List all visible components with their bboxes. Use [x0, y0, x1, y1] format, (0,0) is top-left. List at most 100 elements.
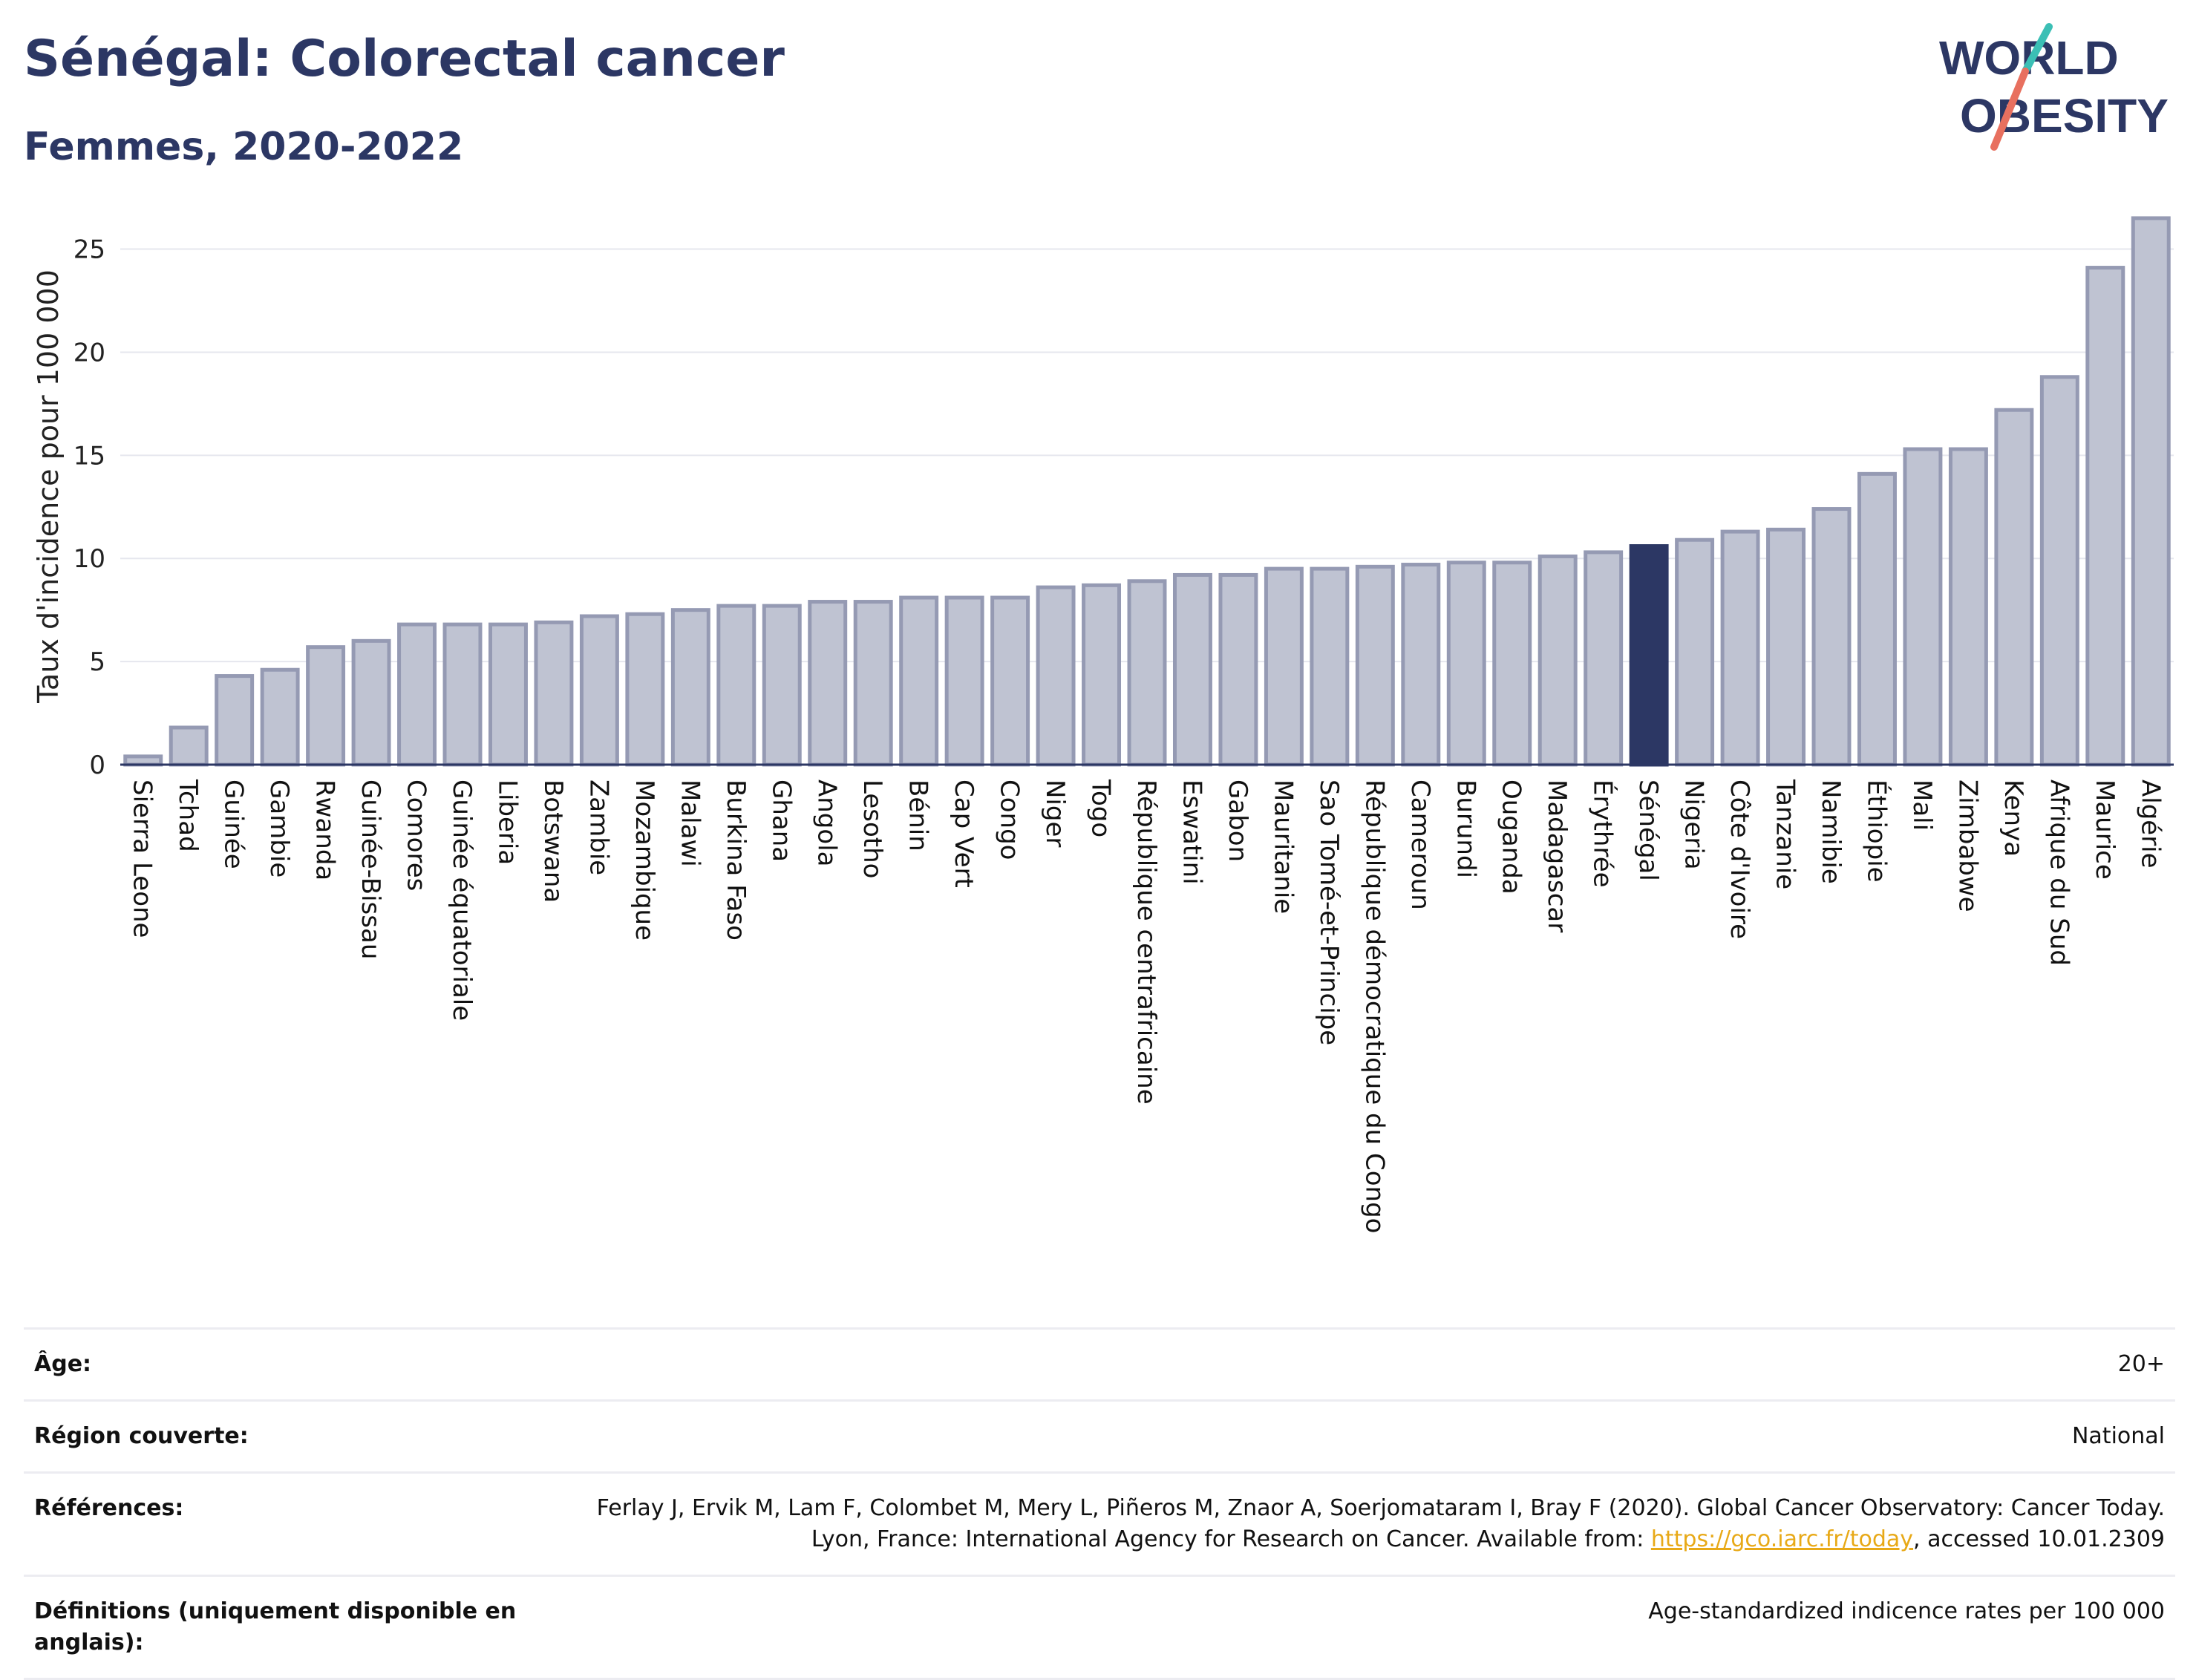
bar	[1218, 572, 1258, 767]
x-tick-label: Maurice	[2090, 779, 2120, 880]
bar	[899, 595, 939, 767]
bar	[1994, 408, 2034, 767]
info-row-references: Références: Ferlay J, Ervik M, Lam F, Co…	[24, 1471, 2175, 1575]
bar	[716, 604, 756, 767]
x-tick-label: Cap Vert	[949, 779, 978, 888]
world-obesity-logo: WORLD OBESITY	[1939, 23, 2169, 151]
bar	[1537, 554, 1578, 767]
x-tick-label: Burkina Faso	[721, 779, 751, 941]
y-tick-label: 10	[73, 544, 105, 574]
bar	[1082, 583, 1122, 767]
bar	[1857, 471, 1897, 767]
bar	[123, 754, 163, 767]
x-tick-label: Mozambique	[630, 779, 659, 941]
y-tick-label: 5	[89, 647, 105, 677]
y-axis-label: Taux d'incidence pour 100 000	[32, 269, 65, 704]
x-tick-label: Namibie	[1816, 779, 1846, 884]
x-tick-label: Sénégal	[1633, 779, 1663, 881]
bar	[1127, 579, 1167, 767]
bar	[944, 595, 984, 767]
bar	[306, 645, 346, 767]
x-tick-label: Botswana	[538, 779, 568, 903]
bar	[1675, 537, 1715, 767]
x-tick-label: Sierra Leone	[128, 779, 157, 938]
x-tick-label: République démocratique du Congo	[1359, 779, 1389, 1233]
age-value: 20+	[2117, 1351, 2165, 1377]
x-tick-label: Guinée-Bissau	[356, 779, 385, 959]
bar	[351, 638, 391, 767]
x-tick-label: Malawi	[675, 779, 705, 867]
x-tick-label: Burundi	[1451, 779, 1480, 878]
chart-title: Sénégal: Colorectal cancer	[24, 30, 785, 88]
bar	[1720, 529, 1760, 767]
x-tick-label: Érythrée	[1588, 779, 1618, 888]
bar	[215, 674, 255, 767]
info-row-age: Âge: 20+	[24, 1327, 2175, 1399]
y-tick-label: 15	[73, 441, 105, 471]
bar	[1446, 560, 1486, 767]
x-tick-label: République centrafricaine	[1131, 779, 1161, 1105]
x-tick-label: Ouganda	[1497, 779, 1526, 895]
x-tick-label: Comores	[402, 779, 431, 891]
bar	[1629, 544, 1669, 767]
bar	[534, 620, 574, 767]
definitions-value: Age-standardized indicence rates per 100…	[1648, 1598, 2165, 1624]
x-tick-label: Gabon	[1223, 779, 1252, 862]
x-tick-label: Kenya	[1999, 779, 2028, 857]
bar	[762, 604, 802, 767]
bar	[442, 622, 483, 767]
chart-subtitle: Femmes, 2020-2022	[24, 125, 464, 169]
x-tick-label: Angola	[812, 779, 842, 866]
bar	[625, 612, 665, 767]
x-tick-label: Zambie	[584, 779, 613, 875]
region-label: Région couverte:	[34, 1423, 249, 1449]
bar	[260, 667, 300, 767]
x-tick-label: Niger	[1040, 779, 1070, 847]
bar	[1948, 447, 1988, 767]
bar	[1310, 566, 1350, 767]
x-tick-label: Sao Tomé-et-Principe	[1314, 779, 1344, 1045]
x-tick-label: Liberia	[492, 779, 522, 865]
x-tick-label: Mauritanie	[1268, 779, 1298, 914]
x-tick-label: Lesotho	[857, 779, 887, 878]
bar	[2085, 266, 2125, 767]
y-tick-label: 0	[89, 751, 105, 780]
x-tick-label: Nigeria	[1679, 779, 1709, 870]
bar	[1492, 560, 1532, 767]
x-tick-label: Gambie	[264, 779, 294, 877]
references-suffix: , accessed 10.01.2309	[1913, 1526, 2165, 1552]
x-tick-label: Guinée équatoriale	[447, 779, 477, 1021]
region-value: National	[2071, 1423, 2165, 1449]
bar	[1584, 550, 1624, 767]
bar	[990, 595, 1030, 767]
definitions-label: Définitions (uniquement disponible en an…	[34, 1598, 517, 1656]
x-tick-label: Eswatini	[1177, 779, 1206, 885]
logo-line2: OBESITY	[1960, 89, 2169, 143]
bar	[853, 600, 893, 767]
x-tick-label: Ghana	[766, 779, 796, 862]
x-tick-label: Éthiopie	[1861, 779, 1892, 883]
bar	[2039, 375, 2079, 767]
bar	[1355, 564, 1395, 767]
x-tick-label: Congo	[995, 779, 1025, 860]
references-text: Ferlay J, Ervik M, Lam F, Colombet M, Me…	[596, 1495, 2165, 1552]
references-link[interactable]: https://gco.iarc.fr/today	[1650, 1526, 1914, 1552]
y-tick-label: 20	[73, 338, 105, 367]
x-tick-label: Côte d'Ivoire	[1725, 779, 1754, 939]
bar	[1811, 507, 1852, 767]
info-table: Âge: 20+ Région couverte: National Référ…	[24, 1327, 2175, 1680]
age-label: Âge:	[34, 1351, 92, 1377]
bar	[670, 608, 710, 767]
bar	[1401, 563, 1441, 767]
bar	[169, 725, 209, 767]
bar	[1903, 447, 1943, 767]
x-tick-label: Madagascar	[1542, 779, 1572, 932]
info-row-region: Région couverte: National	[24, 1399, 2175, 1471]
bar-chart: 0 5 10 15 20 25 Taux d'incidence pour 100 000 S…	[32, 216, 2174, 1233]
x-tick-label: Tanzanie	[1771, 779, 1800, 889]
bar	[808, 600, 848, 767]
x-tick-label: Mali	[1907, 779, 1937, 831]
bar	[2131, 216, 2171, 767]
x-tick-label: Zimbabwe	[1952, 779, 1982, 912]
x-tick-label: Cameroun	[1405, 779, 1435, 910]
